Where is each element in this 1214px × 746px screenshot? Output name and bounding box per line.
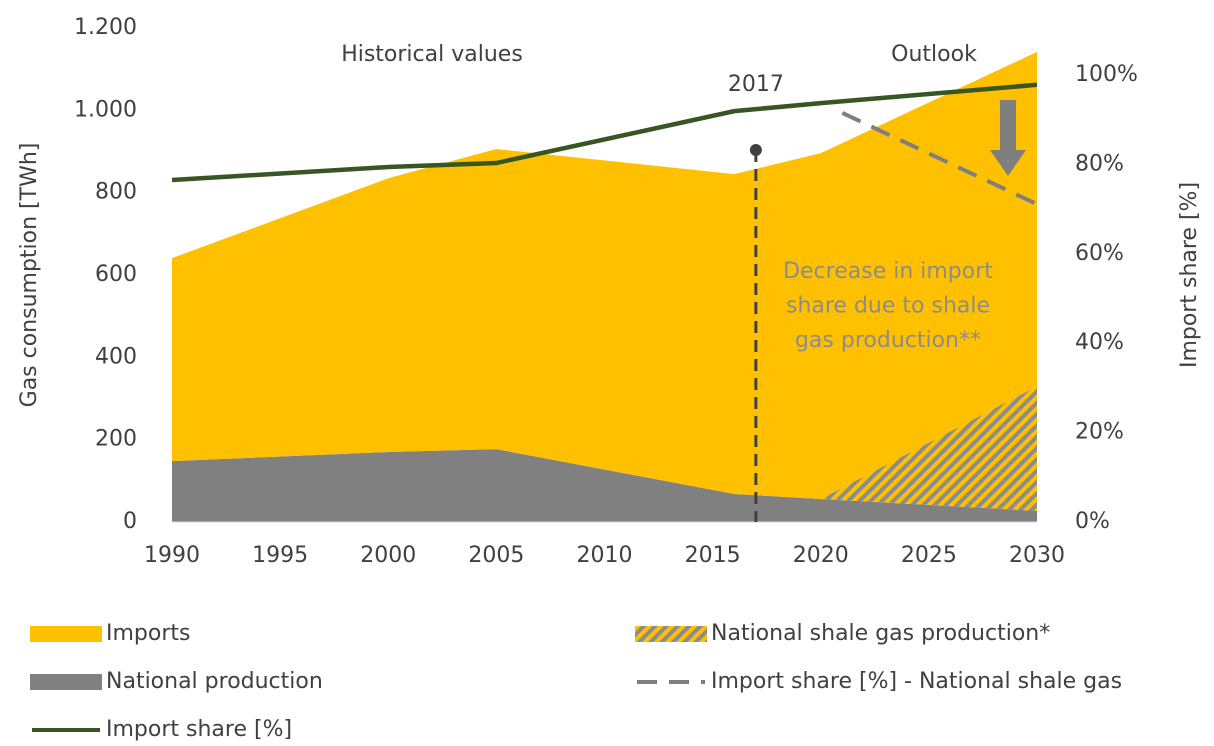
area [820, 386, 1037, 511]
y2-tick-label: 100% [1075, 62, 1138, 87]
x-tick-label: 2010 [577, 543, 633, 568]
y2-tick-label: 40% [1075, 330, 1124, 355]
x-tick-label: 2020 [793, 543, 849, 568]
annotation: 2017 [728, 72, 784, 97]
y-axis-label: Gas consumption [TWh] [17, 143, 42, 408]
annotation: Outlook [891, 42, 977, 67]
legend-label: Imports [106, 621, 190, 646]
y-tick-label: 400 [95, 344, 137, 369]
annotation: gas production** [795, 328, 981, 353]
y-tick-label: 1.000 [74, 97, 137, 122]
y2-tick-label: 60% [1075, 241, 1124, 266]
area [172, 449, 1037, 522]
y-tick-label: 600 [95, 262, 137, 287]
annotation: Decrease in import [783, 259, 993, 284]
arrow [990, 100, 1026, 176]
annotation: share due to shale [786, 294, 990, 319]
x-tick-label: 2025 [901, 543, 957, 568]
line [171, 82, 1038, 183]
y-tick-label: 1.200 [74, 15, 137, 40]
y2-tick-label: 0% [1075, 509, 1110, 534]
y-tick-label: 800 [95, 180, 137, 205]
x-tick-label: 1990 [144, 543, 200, 568]
x-tick-label: 2030 [1009, 543, 1065, 568]
x-tick-label: 2000 [360, 543, 416, 568]
legend-swatch [30, 626, 102, 642]
event-dot [749, 144, 762, 156]
y2-axis-label: Import share [%] [1177, 182, 1202, 368]
annotation: Historical values [341, 42, 523, 67]
y-tick-label: 0 [123, 509, 137, 534]
x-tick-label: 2015 [685, 543, 741, 568]
x-tick-label: 1995 [252, 543, 308, 568]
line [841, 111, 1038, 206]
legend-label: Import share [%] [106, 717, 292, 742]
legend-label: National production [106, 669, 323, 694]
y-tick-label: 200 [95, 427, 137, 452]
legend-label: National shale gas production* [711, 621, 1050, 646]
y2-tick-label: 20% [1075, 420, 1124, 445]
x-tick-label: 2005 [468, 543, 524, 568]
area [172, 51, 1037, 499]
legend-label: Import share [%] - National shale gas [711, 669, 1122, 694]
y2-tick-label: 80% [1075, 151, 1124, 176]
legend-swatch [30, 674, 102, 690]
legend-swatch [635, 626, 707, 642]
